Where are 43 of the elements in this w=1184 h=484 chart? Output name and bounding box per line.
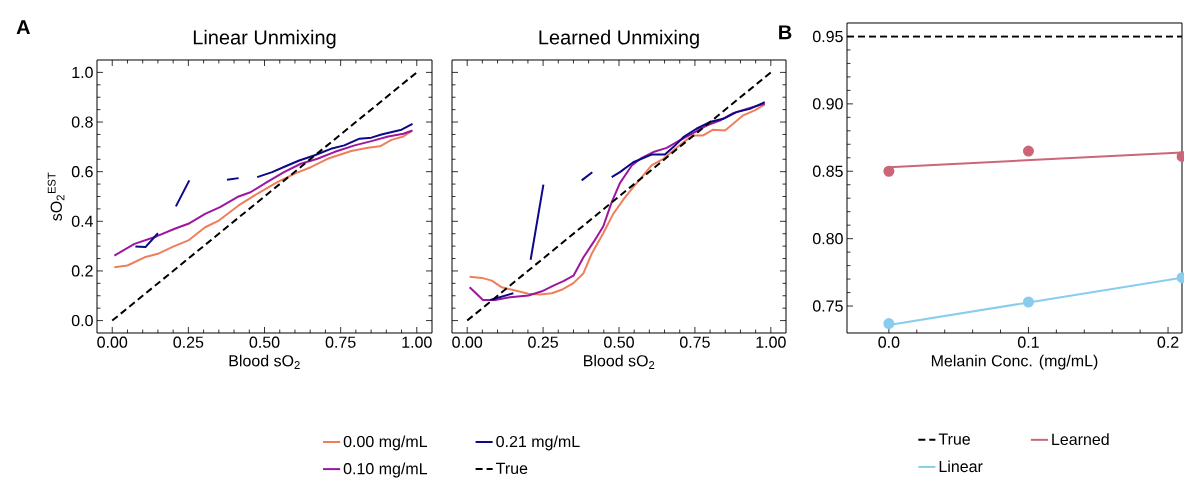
x-tick-label: 0.75	[325, 336, 356, 348]
chart-title: Learned Unmixing	[539, 29, 699, 49]
x-tick-label: 0.00	[452, 336, 483, 348]
y-tick-label: 0.85	[812, 165, 843, 177]
x-axis-title: Melanin Conc. (mg/mL)	[931, 354, 1098, 370]
legend-label: 0.00 mg/mL	[343, 435, 428, 451]
x-tick-label: 1.00	[402, 336, 432, 348]
legend-label: 0.10 mg/mL	[343, 462, 428, 478]
y-axis-title: sO$_{2}$EST	[47, 172, 65, 221]
legend-label: 0.21 mg/mL	[496, 435, 580, 451]
x-tick-label: 0.1	[1017, 336, 1039, 348]
x-tick-label: 0.25	[528, 336, 558, 348]
x-tick-label: 0.50	[604, 336, 634, 348]
y-tick-label: 0.95	[812, 30, 843, 43]
y-tick-label: 0.8	[71, 116, 93, 128]
x-tick-label: 0.50	[249, 336, 280, 348]
text: A	[16, 20, 30, 35]
point	[1022, 296, 1034, 308]
x-axis-title: Blood sO$_{2}$	[584, 354, 655, 369]
x-tick-label: 0.25	[173, 336, 204, 348]
text: B	[779, 25, 792, 40]
point	[883, 318, 895, 330]
legend-label: True	[496, 462, 528, 475]
point	[1022, 145, 1034, 157]
x-axis-title: Blood sO$_{2}$	[229, 354, 300, 369]
y-tick-label: 0.2	[71, 265, 93, 277]
chart-title: Linear Unmixing	[193, 29, 336, 49]
legend-label: Linear	[939, 460, 983, 473]
y-tick-label: 0.4	[71, 215, 93, 227]
x-tick-label: 0.2	[1157, 336, 1179, 348]
x-tick-label: 0.0	[878, 336, 900, 348]
y-tick-label: 0.75	[812, 300, 843, 312]
x-tick-label: 1.00	[756, 336, 786, 348]
y-tick-label: 0.0	[71, 314, 93, 327]
x-tick-label: 0.00	[97, 336, 128, 348]
x-tick-label: 0.75	[679, 336, 710, 348]
y-tick-label: 0.80	[812, 232, 843, 245]
y-tick-label: 1.0	[72, 66, 93, 79]
point	[883, 165, 895, 177]
y-tick-label: 0.6	[71, 166, 93, 178]
legend-label: True	[938, 433, 970, 445]
y-tick-label: 0.90	[812, 98, 843, 110]
legend-label: Learned	[1052, 433, 1109, 446]
